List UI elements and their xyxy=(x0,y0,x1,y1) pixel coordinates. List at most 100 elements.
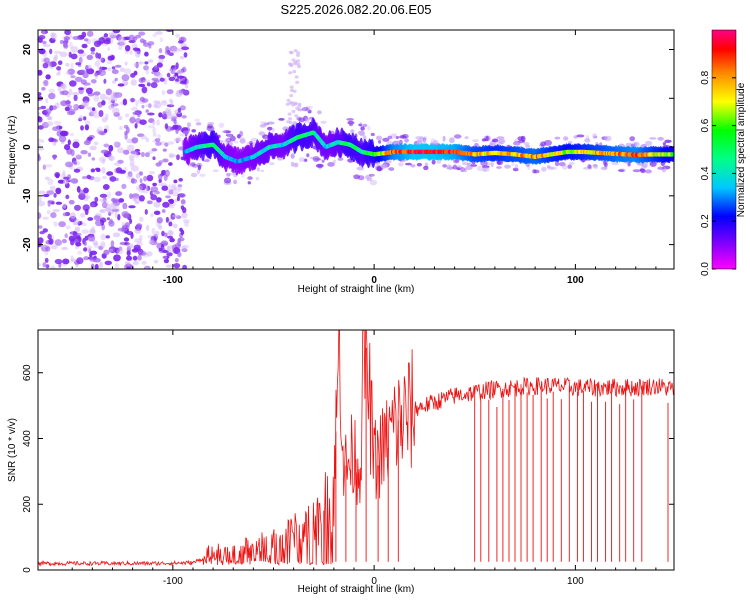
noise-blob xyxy=(50,265,56,269)
noise-blob xyxy=(44,250,49,256)
noise-blob xyxy=(107,55,115,61)
noise-blob xyxy=(145,68,150,75)
noise-blob xyxy=(153,100,161,104)
spread-blob xyxy=(547,166,555,171)
noise-blob xyxy=(171,186,177,191)
noise-blob xyxy=(152,127,157,134)
noise-blob xyxy=(66,99,71,107)
noise-blob xyxy=(42,62,49,69)
noise-blob xyxy=(55,125,63,130)
noise-blob xyxy=(150,82,158,89)
spread-blob xyxy=(464,136,469,140)
noise-blob xyxy=(64,30,71,36)
noise-blob xyxy=(158,160,163,165)
noise-blob xyxy=(133,62,140,68)
noise-blob xyxy=(106,191,112,199)
spread-blob xyxy=(291,103,296,107)
noise-blob xyxy=(70,75,76,79)
noise-blob xyxy=(110,96,118,102)
noise-blob xyxy=(151,227,156,235)
noise-blob xyxy=(105,37,111,42)
noise-blob xyxy=(44,176,50,180)
noise-blob xyxy=(180,245,187,252)
spread-blob xyxy=(376,166,382,172)
spread-blob xyxy=(190,172,198,178)
spread-blob xyxy=(302,120,311,124)
noise-blob xyxy=(46,121,54,127)
noise-blob xyxy=(126,173,134,180)
noise-blob xyxy=(121,183,127,190)
noise-blob xyxy=(101,158,105,165)
figure-title: S225.2026.082.20.06.E05 xyxy=(280,2,431,17)
noise-blob xyxy=(70,46,79,53)
noise-blob xyxy=(98,261,104,269)
noise-blob xyxy=(45,98,49,104)
noise-blob xyxy=(80,125,84,131)
noise-blob xyxy=(70,149,75,157)
noise-blob xyxy=(68,88,73,96)
noise-blob xyxy=(164,232,168,238)
spread-blob xyxy=(404,138,409,143)
noise-blob xyxy=(83,85,87,91)
noise-blob xyxy=(145,109,149,113)
noise-blob xyxy=(125,126,130,134)
spread-blob xyxy=(218,122,225,128)
noise-blob xyxy=(184,221,189,228)
noise-blob xyxy=(147,235,152,239)
noise-blob xyxy=(175,128,179,134)
noise-blob xyxy=(81,31,87,38)
noise-blob xyxy=(102,175,107,180)
spectrogram-ylabel: Frequency (Hz) xyxy=(7,116,18,185)
noise-blob xyxy=(166,72,171,78)
noise-blob xyxy=(124,61,128,66)
spread-blob xyxy=(247,181,251,185)
noise-blob xyxy=(122,98,128,106)
noise-blob xyxy=(140,135,147,140)
noise-blob xyxy=(157,134,161,140)
noise-blob xyxy=(117,83,125,87)
noise-blob xyxy=(175,78,180,83)
spread-blob xyxy=(399,135,407,139)
spread-blob xyxy=(292,89,297,93)
noise-blob xyxy=(52,154,57,161)
spread-blob xyxy=(398,162,404,167)
spread-blob xyxy=(456,167,461,171)
spread-blob xyxy=(397,140,403,144)
spread-blob xyxy=(558,162,566,167)
noise-blob xyxy=(137,133,145,137)
spread-blob xyxy=(192,163,198,168)
spread-blob xyxy=(422,136,428,141)
noise-blob xyxy=(155,230,160,237)
noise-blob xyxy=(78,56,83,64)
noise-blob xyxy=(108,246,117,254)
noise-blob xyxy=(171,46,179,54)
snr-xtick-label: -100 xyxy=(163,576,183,587)
noise-blob xyxy=(103,143,110,148)
noise-blob xyxy=(168,162,173,166)
noise-blob xyxy=(179,133,185,137)
noise-blob xyxy=(108,98,112,105)
noise-blob xyxy=(178,178,183,182)
noise-blob xyxy=(139,216,144,222)
snr-panel: -100 0 100 0 200 400 600 Height of straight li… xyxy=(7,329,675,595)
noise-blob xyxy=(146,185,151,191)
noise-blob xyxy=(122,202,128,210)
noise-blob xyxy=(110,240,115,248)
noise-blob xyxy=(176,196,180,202)
noise-blob xyxy=(54,258,63,265)
noise-blob xyxy=(82,72,89,79)
spread-blob xyxy=(485,135,489,142)
noise-blob xyxy=(148,125,155,129)
noise-blob xyxy=(111,69,119,75)
spread-blob xyxy=(301,107,309,112)
spread-blob xyxy=(267,121,275,125)
noise-blob xyxy=(94,196,99,203)
noise-blob xyxy=(129,154,135,161)
noise-blob xyxy=(65,161,73,168)
spread-blob xyxy=(288,101,293,105)
noise-blob xyxy=(126,266,131,269)
spread-blob xyxy=(514,164,519,169)
noise-blob xyxy=(178,89,187,94)
noise-blob xyxy=(83,103,87,107)
noise-blob xyxy=(62,41,68,48)
